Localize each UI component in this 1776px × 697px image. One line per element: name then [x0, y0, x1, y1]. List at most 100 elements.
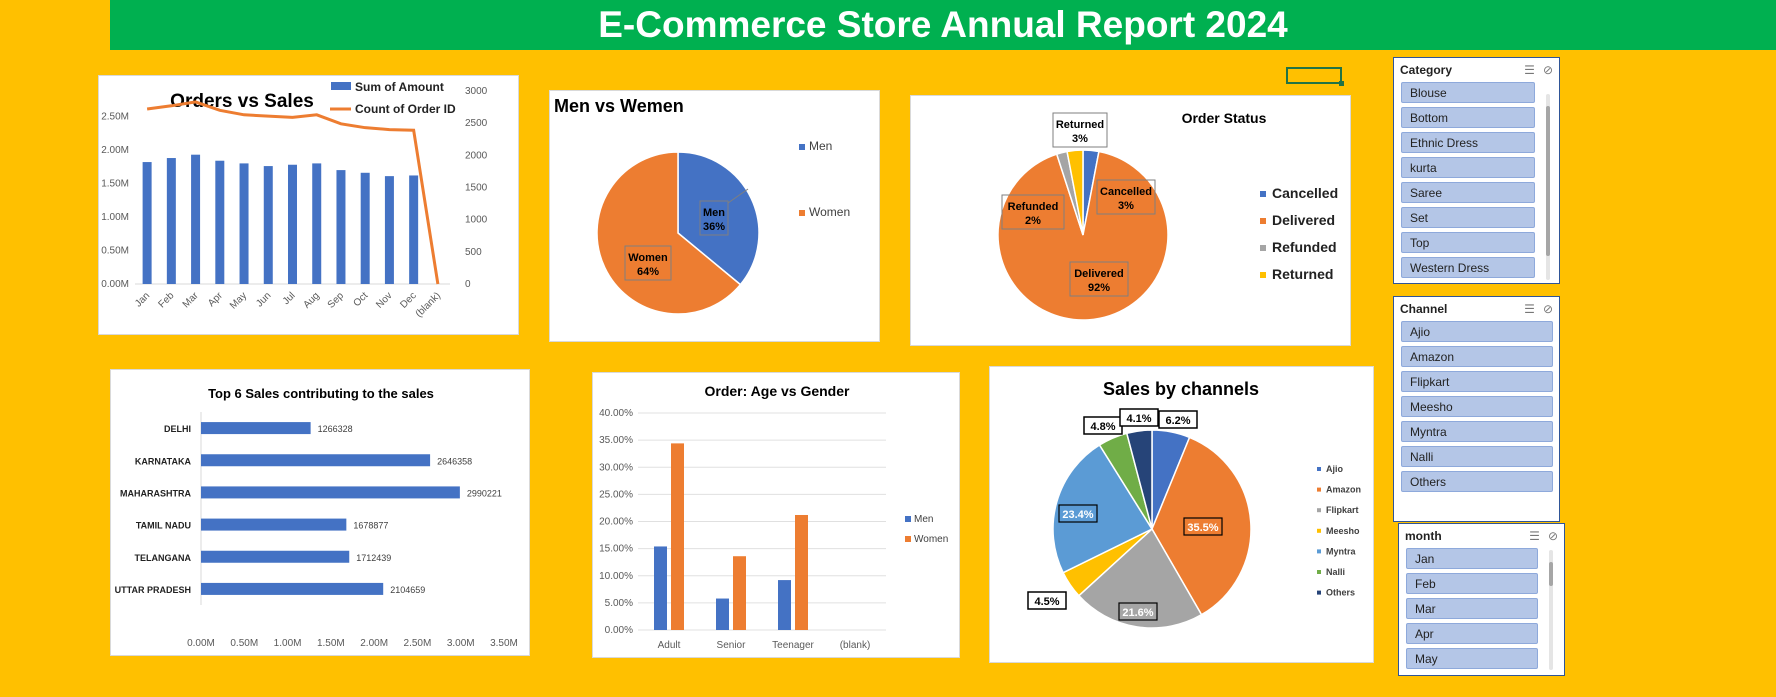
legend-swatch — [331, 82, 351, 90]
gender-label-box — [624, 245, 672, 281]
sales-bar — [166, 158, 176, 284]
clear-filter-icon[interactable]: ⊘ — [1542, 63, 1553, 77]
clear-filter-icon[interactable]: ⊘ — [1547, 529, 1558, 543]
sales-bar — [409, 175, 419, 284]
month-slicer-item[interactable]: May — [1406, 648, 1538, 669]
legend-label: Refunded — [1272, 239, 1337, 255]
status-label-box — [1052, 112, 1108, 148]
category-slicer-item[interactable]: Top — [1401, 232, 1535, 253]
month-slicer-item[interactable]: Jan — [1406, 548, 1538, 569]
month-scroll-thumb[interactable] — [1549, 562, 1553, 586]
channel-slicer-item[interactable]: Amazon — [1401, 346, 1553, 367]
legend-swatch — [1317, 590, 1321, 595]
multi-select-icon[interactable]: ☰ — [1524, 302, 1535, 316]
legend-swatch — [1260, 191, 1266, 197]
clear-filter-icon[interactable]: ⊘ — [1542, 302, 1553, 316]
legend-label: Others — [1326, 588, 1355, 598]
sales-bar — [191, 154, 201, 284]
y-right-tick: 2500 — [465, 118, 488, 129]
category-slicer-title: Category — [1400, 63, 1453, 77]
x-tick: 1.00M — [274, 638, 302, 649]
month-scrollbar[interactable] — [1549, 550, 1553, 670]
legend-label: Women — [809, 205, 850, 219]
state-bar — [201, 518, 347, 531]
gender-age-bar — [671, 443, 684, 630]
channel-slicer-item[interactable]: Ajio — [1401, 321, 1553, 342]
month-slicer-item[interactable]: Mar — [1406, 598, 1538, 619]
y-tick: 25.00% — [599, 489, 633, 500]
month-slicer-item[interactable]: Feb — [1406, 573, 1538, 594]
channel-slicer-item[interactable]: Nalli — [1401, 446, 1553, 467]
gender-slice — [596, 151, 742, 315]
gender-age-bar — [778, 580, 791, 630]
category-slicer-item[interactable]: Blouse — [1401, 82, 1535, 103]
status-slice — [1066, 149, 1084, 236]
category-slicer[interactable]: Category ☰ ⊘ Blouse Bottom Ethnic Dress kur… — [1393, 57, 1560, 284]
y-tick: 20.00% — [599, 517, 633, 528]
channel-label-box — [1119, 408, 1159, 427]
channel-slicer-items: Ajio Amazon Flipkart Meesho Myntra Nalli Other… — [1394, 321, 1559, 492]
channel-slicer-item[interactable]: Flipkart — [1401, 371, 1553, 392]
legend-swatch — [905, 536, 911, 542]
x-tick: (blank) — [414, 290, 443, 319]
channel-label-box — [1058, 504, 1098, 523]
channel-data-label: 4.5% — [1034, 596, 1059, 608]
month-slicer-item[interactable]: Apr — [1406, 623, 1538, 644]
channel-label-box — [1027, 591, 1067, 610]
gender-data-label: 36% — [703, 221, 725, 233]
channel-slicer-header: Channel ☰ ⊘ — [1394, 297, 1559, 321]
gender-age-bar — [733, 556, 746, 630]
sales-bar — [336, 170, 346, 284]
state-bar — [201, 582, 384, 595]
x-tick: 3.00M — [447, 638, 475, 649]
channel-label-box — [1118, 602, 1158, 621]
channel-slicer-item[interactable]: Myntra — [1401, 421, 1553, 442]
category-slicer-item[interactable]: Saree — [1401, 182, 1535, 203]
legend-label: Ajio — [1326, 464, 1344, 474]
channel-data-label: 35.5% — [1187, 522, 1218, 534]
legend-swatch — [799, 144, 805, 150]
legend-swatch — [1317, 508, 1321, 513]
legend-label: Men — [914, 514, 933, 525]
legend-label: Count of Order ID — [355, 102, 456, 116]
channel-slicer[interactable]: Channel ☰ ⊘ Ajio Amazon Flipkart Meesho Mynt… — [1393, 296, 1560, 522]
month-slicer-header: month ☰ ⊘ — [1399, 524, 1564, 548]
legend-swatch — [1260, 272, 1266, 278]
channel-data-label: 6.2% — [1165, 415, 1190, 427]
sales-by-channels-chart: Sales by channels 6.2% 35.5% 21.6% 4.5% 23.4%… — [989, 366, 1374, 663]
legend-swatch — [1317, 528, 1321, 533]
multi-select-icon[interactable]: ☰ — [1524, 63, 1535, 77]
category-slicer-item[interactable]: kurta — [1401, 157, 1535, 178]
month-slicer[interactable]: month ☰ ⊘ Jan Feb Mar Apr May — [1398, 523, 1565, 676]
category-slicer-item[interactable]: Ethnic Dress — [1401, 132, 1535, 153]
channel-slicer-title: Channel — [1400, 302, 1448, 316]
sales-bar — [360, 172, 370, 284]
channel-slicer-item[interactable]: Meesho — [1401, 396, 1553, 417]
channel-slice — [1125, 429, 1153, 530]
sales-bar — [263, 166, 273, 284]
x-tick: Adult — [658, 640, 681, 651]
category-slicer-item[interactable]: Set — [1401, 207, 1535, 228]
channel-data-label: 23.4% — [1062, 509, 1093, 521]
category-slicer-item[interactable]: Bottom — [1401, 107, 1535, 128]
x-tick: Sep — [326, 290, 347, 311]
category-slicer-item[interactable]: Western Dress — [1401, 257, 1535, 278]
legend-label: Myntra — [1326, 546, 1356, 556]
x-tick: Jul — [281, 290, 298, 307]
legend-label: Cancelled — [1272, 185, 1338, 201]
channel-slicer-item[interactable]: Others — [1401, 471, 1553, 492]
y-left-tick: 0.50M — [101, 246, 129, 257]
y-tick: 35.00% — [599, 435, 633, 446]
selected-cell[interactable] — [1286, 67, 1344, 86]
x-tick: Feb — [157, 290, 177, 310]
multi-select-icon[interactable]: ☰ — [1529, 529, 1540, 543]
x-tick: Dec — [398, 290, 418, 310]
bar-value-label: 2646358 — [437, 456, 472, 466]
category-scroll-thumb[interactable] — [1546, 106, 1550, 256]
category-scrollbar[interactable] — [1546, 94, 1550, 280]
y-tick: 5.00% — [605, 598, 633, 609]
x-tick: Jan — [133, 290, 152, 309]
status-label-box — [1096, 179, 1156, 215]
bar-value-label: 1678877 — [353, 521, 388, 531]
